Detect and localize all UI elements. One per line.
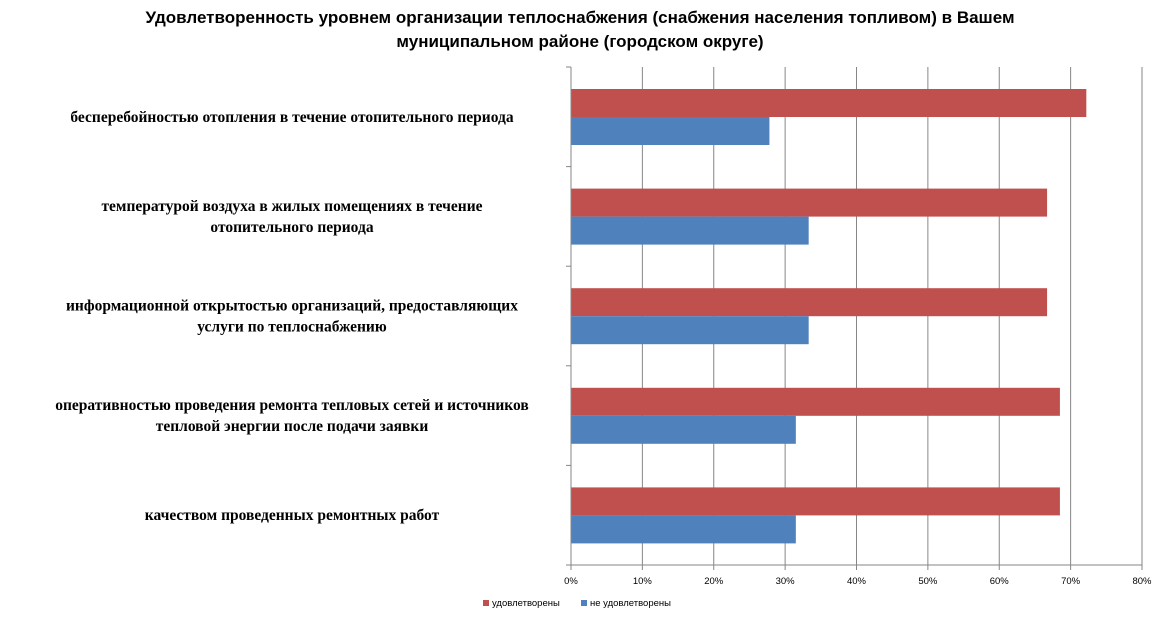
bar-satisfied: [571, 188, 1048, 217]
category-label: услуги по теплоснабжению: [197, 319, 387, 336]
chart-title: Удовлетворенность уровнем организации те…: [145, 8, 1014, 51]
category-label: тепловой энергии после подачи заявки: [156, 418, 429, 435]
bar-not-satisfied: [571, 216, 809, 245]
bar-satisfied: [571, 288, 1048, 317]
axes: [566, 66, 1143, 570]
legend-swatch: [483, 600, 489, 606]
x-tick-label: 10%: [633, 576, 653, 587]
x-tick-labels: 0% 10% 20% 30% 40% 50% 60% 70% 80%: [564, 576, 1152, 587]
bar-not-satisfied: [571, 117, 770, 145]
category-label: бесперебойностью отопления в течение ото…: [70, 109, 513, 126]
x-tick-label: 80%: [1132, 576, 1152, 587]
x-tick-label: 20%: [704, 576, 724, 587]
bar-not-satisfied: [571, 316, 809, 345]
bar-satisfied: [571, 89, 1087, 117]
category-label: качеством проведенных ремонтных работ: [145, 507, 440, 524]
legend-label: не удовлетворены: [590, 598, 671, 609]
bars: [571, 89, 1087, 544]
x-tick-label: 30%: [776, 576, 796, 587]
bar-satisfied: [571, 387, 1060, 416]
bar-not-satisfied: [571, 415, 796, 444]
category-label: оперативностью проведения ремонта теплов…: [55, 397, 529, 414]
category-label: информационной открытостью организаций, …: [66, 298, 518, 315]
legend-label: удовлетворены: [492, 598, 560, 609]
category-label: температурой воздуха в жилых помещениях …: [101, 198, 482, 215]
x-tick-label: 50%: [918, 576, 938, 587]
bar-satisfied: [571, 487, 1060, 516]
chart-title-line: муниципальном районе (городском округе): [396, 32, 763, 51]
bar-not-satisfied: [571, 515, 796, 544]
chart-title-line: Удовлетворенность уровнем организации те…: [145, 8, 1014, 27]
category-labels: бесперебойностью отопления в течение ото…: [55, 109, 529, 524]
x-tick-label: 70%: [1061, 576, 1081, 587]
x-tick-label: 40%: [847, 576, 867, 587]
x-tick-label: 0%: [564, 576, 578, 587]
x-tick-label: 60%: [990, 576, 1010, 587]
category-label: отопительного периода: [210, 219, 373, 236]
legend-swatch: [581, 600, 587, 606]
legend: удовлетворены не удовлетворены: [483, 598, 671, 609]
